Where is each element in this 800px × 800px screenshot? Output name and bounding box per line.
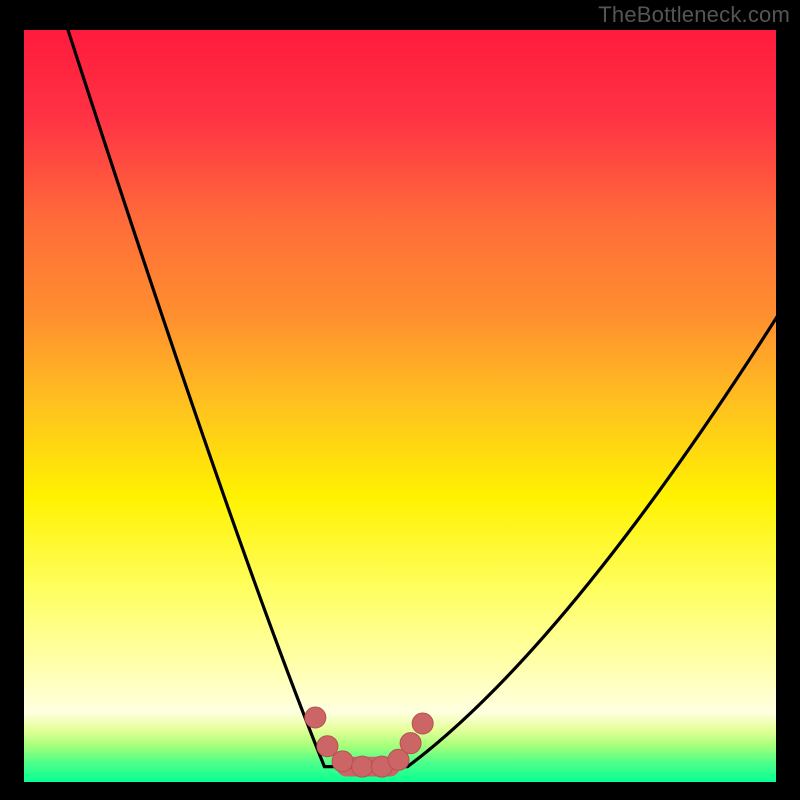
bottleneck-chart [0,0,800,800]
curve-marker [305,707,326,728]
curve-marker [412,713,433,734]
curve-marker [400,733,421,754]
curve-marker [332,751,353,772]
watermark-text: TheBottleneck.com [598,2,790,28]
chart-gradient-background [22,28,778,784]
curve-marker [352,756,373,777]
